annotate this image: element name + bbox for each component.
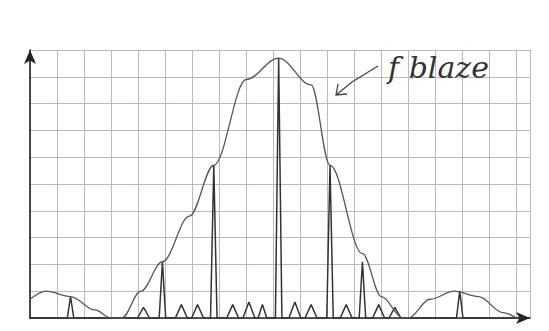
svg-text:f blaze: f blaze — [386, 50, 489, 85]
